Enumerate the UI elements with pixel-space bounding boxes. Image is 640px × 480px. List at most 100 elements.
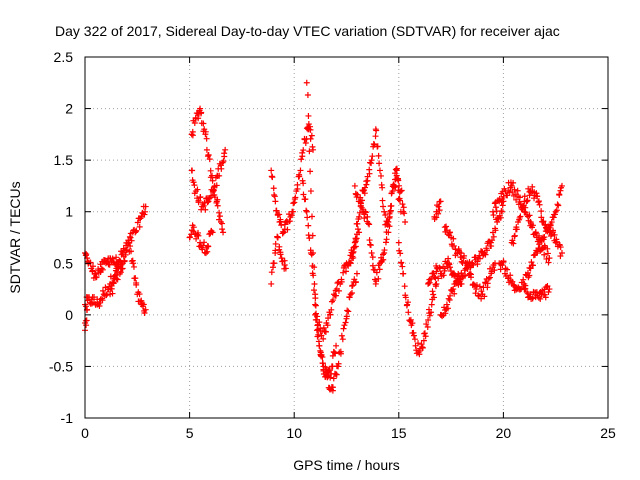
- data-point: [98, 265, 105, 272]
- data-point: [310, 272, 317, 279]
- data-point: [392, 166, 399, 173]
- data-point: [210, 187, 217, 194]
- data-point: [498, 199, 505, 206]
- data-point: [386, 208, 393, 215]
- data-point: [219, 226, 226, 233]
- data-point: [551, 231, 558, 238]
- data-point: [537, 295, 544, 302]
- data-point: [333, 371, 340, 378]
- data-point: [133, 227, 140, 234]
- y-axis-label: SDTVAR / TECUs: [7, 181, 23, 293]
- data-point: [428, 309, 435, 316]
- data-point: [116, 270, 123, 277]
- data-point: [375, 275, 382, 282]
- data-point: [491, 267, 498, 274]
- data-point: [202, 250, 209, 257]
- data-point: [545, 224, 552, 231]
- data-point: [356, 213, 363, 220]
- data-point: [415, 340, 422, 347]
- data-point: [281, 261, 288, 268]
- x-axis-label: GPS time / hours: [293, 457, 400, 473]
- data-point: [83, 251, 90, 258]
- data-point: [106, 261, 113, 268]
- data-point: [351, 244, 358, 251]
- data-point: [473, 282, 480, 289]
- data-point: [142, 306, 149, 313]
- data-point: [443, 301, 450, 308]
- data-point: [201, 239, 208, 246]
- data-point: [307, 188, 314, 195]
- data-point: [195, 232, 202, 239]
- data-point: [108, 285, 115, 292]
- data-point: [368, 157, 375, 164]
- data-point: [318, 332, 325, 339]
- data-point: [294, 185, 301, 192]
- x-tick-label: 10: [286, 425, 302, 441]
- data-point: [87, 259, 94, 266]
- data-point: [492, 204, 499, 211]
- data-point: [300, 191, 307, 198]
- data-point: [114, 276, 121, 283]
- data-point: [307, 135, 314, 142]
- data-point: [310, 287, 317, 294]
- data-point: [425, 317, 432, 324]
- data-point: [305, 222, 312, 229]
- data-point: [367, 242, 374, 249]
- data-point: [490, 212, 497, 219]
- data-point: [186, 234, 193, 241]
- data-point: [195, 115, 202, 122]
- data-point: [205, 195, 212, 202]
- data-point: [304, 91, 311, 98]
- data-point: [446, 261, 453, 268]
- data-point: [510, 179, 517, 186]
- data-point: [308, 213, 315, 220]
- data-point: [419, 344, 426, 351]
- data-point: [376, 266, 383, 273]
- grid-layer: [85, 57, 608, 418]
- y-tick-label: 2.5: [54, 49, 74, 65]
- data-point: [548, 219, 555, 226]
- data-point: [308, 251, 315, 258]
- data-point: [347, 291, 354, 298]
- data-point: [420, 337, 427, 344]
- data-point: [399, 201, 406, 208]
- data-point: [303, 207, 310, 214]
- data-point: [130, 263, 137, 270]
- data-point: [290, 208, 297, 215]
- data-point: [466, 270, 473, 277]
- data-point: [430, 270, 437, 277]
- data-point: [128, 248, 135, 255]
- data-point: [337, 348, 344, 355]
- data-point: [382, 212, 389, 219]
- data-point: [222, 146, 229, 153]
- data-point: [306, 148, 313, 155]
- data-point: [308, 132, 315, 139]
- data-point: [405, 299, 412, 306]
- ticks-layer: 0 5 10 15 20 25 -1 -0.5 0 0.5 1 1.5 2 2.5: [49, 49, 616, 441]
- data-point: [276, 243, 283, 250]
- data-point: [320, 335, 327, 342]
- data-point: [325, 372, 332, 379]
- data-point: [484, 280, 491, 287]
- data-point: [526, 272, 533, 279]
- data-point: [218, 165, 225, 172]
- data-point: [344, 307, 351, 314]
- data-point: [350, 254, 357, 261]
- data-point: [214, 196, 221, 203]
- data-point: [368, 249, 375, 256]
- data-point: [534, 193, 541, 200]
- data-point: [268, 269, 275, 276]
- data-point: [141, 310, 148, 317]
- data-point: [447, 229, 454, 236]
- data-point: [132, 275, 139, 282]
- data-point: [491, 200, 498, 207]
- data-point: [402, 219, 409, 226]
- data-point: [209, 172, 216, 179]
- data-point: [191, 182, 198, 189]
- data-point: [504, 266, 511, 273]
- data-point: [349, 282, 356, 289]
- data-point: [327, 311, 334, 318]
- data-point: [535, 199, 542, 206]
- data-point: [511, 232, 518, 239]
- data-point: [205, 152, 212, 159]
